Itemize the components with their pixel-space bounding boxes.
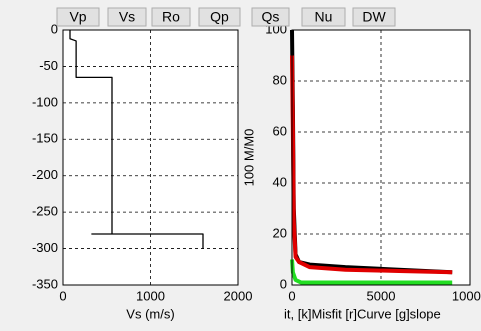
x-tick-label: 1000	[136, 288, 165, 303]
toolbar-button[interactable]: Qs	[251, 7, 290, 27]
x-tick-label: 0	[288, 288, 295, 303]
plot-frame	[291, 29, 471, 286]
button-label: Qs	[262, 9, 280, 25]
y-tick-label: -250	[32, 204, 58, 219]
button-label: Qp	[210, 9, 229, 25]
x-tick-label: 0	[59, 288, 66, 303]
y-tick-label: -100	[32, 94, 58, 109]
y-tick-label: -300	[32, 240, 58, 255]
x-tick-label: 2000	[224, 288, 253, 303]
button-label: Nu	[315, 9, 333, 25]
button-face	[151, 7, 191, 27]
button-face	[56, 7, 100, 27]
y-tick-label: 0	[51, 21, 58, 36]
button-label: Vs	[119, 9, 135, 25]
data-line	[290, 259, 453, 285]
y-tick-label: 40	[273, 174, 287, 189]
button-face	[251, 7, 290, 27]
y-tick-label: 60	[273, 123, 287, 138]
x-tick-label: 5000	[367, 288, 396, 303]
toolbar-button[interactable]: Ro	[151, 7, 191, 27]
y-tick-label: -150	[32, 131, 58, 146]
y-tick-label: -350	[32, 276, 58, 291]
button-face	[107, 7, 147, 27]
y-axis-label: 100 M/M0	[241, 129, 256, 187]
data-line	[69, 30, 204, 249]
button-label: Vp	[69, 9, 86, 25]
x-axis-label: Vs (m/s)	[126, 306, 174, 321]
button-label: Ro	[162, 9, 180, 25]
button-face	[301, 7, 346, 27]
toolbar-button[interactable]: Nu	[301, 7, 346, 27]
y-tick-label: -200	[32, 167, 58, 182]
toolbar-button[interactable]: Qp	[198, 7, 241, 27]
button-face	[198, 7, 241, 27]
toolbar-button[interactable]: DW	[352, 7, 396, 27]
toolbar-button[interactable]: Vs	[107, 7, 147, 27]
y-tick-label: 0	[280, 276, 287, 291]
button-face	[352, 7, 396, 27]
y-tick-label: 20	[273, 225, 287, 240]
y-tick-label: 80	[273, 72, 287, 87]
toolbar-button[interactable]: Vp	[56, 7, 100, 27]
x-tick-label: 10000	[452, 288, 481, 303]
y-tick-label: -50	[39, 58, 58, 73]
data-line	[290, 55, 453, 275]
plot-frame	[62, 29, 239, 286]
x-axis-label: it, [k]Misfit [r]Curve [g]slope	[284, 306, 441, 321]
button-label: DW	[362, 9, 386, 25]
